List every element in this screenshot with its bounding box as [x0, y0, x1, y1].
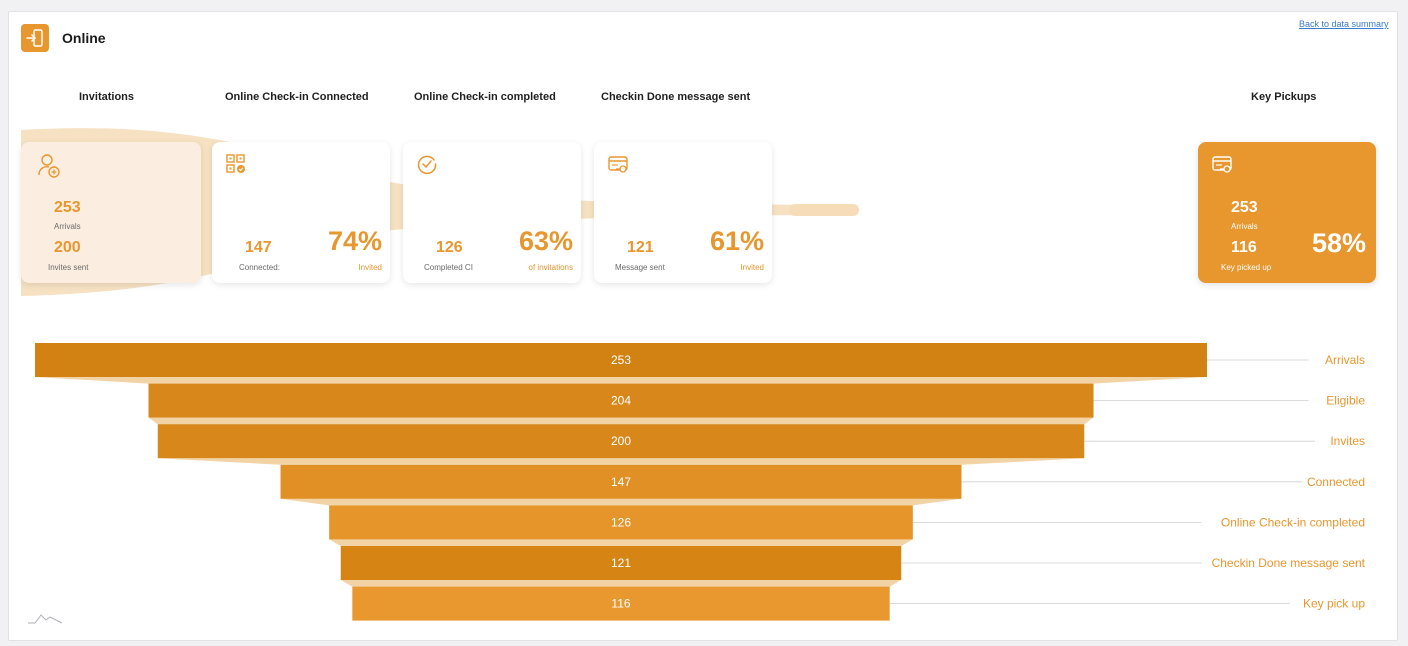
mountain-chart-icon — [28, 614, 63, 624]
connected-percent-label: Invited — [358, 263, 382, 272]
funnel-connector — [148, 417, 1094, 425]
invitations-arrivals-label: Arrivals — [54, 222, 81, 231]
page-title: Online — [62, 30, 106, 46]
funnel-bar-invites[interactable] — [157, 424, 1085, 459]
invitations-sent-value: 200 — [54, 239, 81, 256]
key-card-icon — [1212, 156, 1232, 173]
completed-value: 126 — [436, 239, 463, 256]
funnel-bar-online-check-in-completed[interactable] — [329, 505, 913, 540]
message-value: 121 — [627, 239, 654, 256]
column-title-completed: Online Check-in completed — [414, 91, 556, 103]
funnel-stage-label: Invites — [1330, 434, 1365, 448]
key-picked-value: 116 — [1231, 239, 1257, 256]
message-percent: 61% — [709, 226, 764, 256]
funnel-stage-label: Connected — [1307, 475, 1365, 489]
message-card: 121 Message sent 61% Invited — [594, 142, 772, 283]
qr-code-icon — [226, 154, 245, 173]
funnel-value-label: 204 — [611, 394, 631, 408]
funnel-stage-label: Arrivals — [1325, 353, 1365, 367]
funnel-connector — [35, 377, 1207, 384]
funnel-bar-key-pick-up[interactable] — [352, 586, 890, 621]
connected-percent: 74% — [327, 226, 382, 256]
funnel-value-label: 200 — [611, 434, 631, 448]
invitations-arrivals-value: 253 — [54, 199, 81, 216]
message-percent-label: Invited — [740, 263, 764, 272]
completed-label: Completed CI — [424, 263, 473, 272]
key-arrivals-value: 253 — [1231, 199, 1258, 216]
funnel-stage-label: Eligible — [1326, 394, 1365, 408]
key-picked-label: Key picked up — [1221, 263, 1272, 272]
connected-value: 147 — [245, 239, 272, 256]
column-title-connected: Online Check-in Connected — [225, 91, 369, 103]
login-door-icon — [21, 24, 49, 52]
funnel-value-label: 116 — [611, 597, 630, 611]
funnel-bar-checkin-done-message-sent[interactable] — [340, 546, 902, 580]
key-pickups-card: 253 Arrivals 116 Key picked up 58% — [1198, 142, 1376, 283]
user-add-icon — [38, 154, 60, 178]
key-percent: 58% — [1311, 228, 1366, 258]
funnel-chart: 253 Arrivals 204 Eligible 200 Invites 147 Conne… — [35, 343, 1366, 621]
funnel-stage-label: Checkin Done message sent — [1212, 556, 1366, 570]
connected-card: 147 Connected: 74% Invited — [212, 142, 390, 283]
invitations-card: 253 Arrivals 200 Invites sent — [21, 142, 201, 283]
funnel-connector — [157, 458, 1085, 465]
column-title-message: Checkin Done message sent — [601, 91, 751, 103]
column-title-invitations: Invitations — [79, 91, 135, 103]
online-panel: Online Back to data summary Invitations … — [8, 11, 1398, 641]
completed-percent: 63% — [518, 226, 573, 256]
funnel-connector — [329, 539, 913, 546]
back-to-summary-link[interactable]: Back to data summary — [1299, 19, 1389, 29]
message-label: Message sent — [615, 263, 665, 272]
funnel-value-label: 121 — [611, 556, 631, 570]
connected-label: Connected: — [239, 263, 280, 272]
funnel-bar-connected[interactable] — [280, 464, 962, 499]
funnel-stage-label: Online Check-in completed — [1221, 515, 1365, 529]
funnel-bar-eligible[interactable] — [148, 383, 1094, 418]
key-card-icon — [608, 156, 628, 173]
funnel-stage-label: Key pick up — [1303, 597, 1365, 611]
completed-card: 126 Completed CI 63% of invitations — [403, 142, 581, 283]
funnel-value-label: 126 — [611, 515, 631, 529]
funnel-value-label: 147 — [611, 475, 631, 489]
invitations-sent-label: Invites sent — [48, 263, 89, 272]
completed-percent-label: of invitations — [528, 263, 573, 272]
funnel-connector — [340, 580, 902, 587]
column-title-key-pickups: Key Pickups — [1251, 91, 1317, 103]
funnel-value-label: 253 — [611, 353, 631, 367]
funnel-connector — [280, 498, 962, 506]
key-arrivals-label: Arrivals — [1231, 222, 1258, 231]
check-circle-icon — [417, 155, 437, 175]
funnel-bar-arrivals[interactable] — [35, 343, 1207, 377]
